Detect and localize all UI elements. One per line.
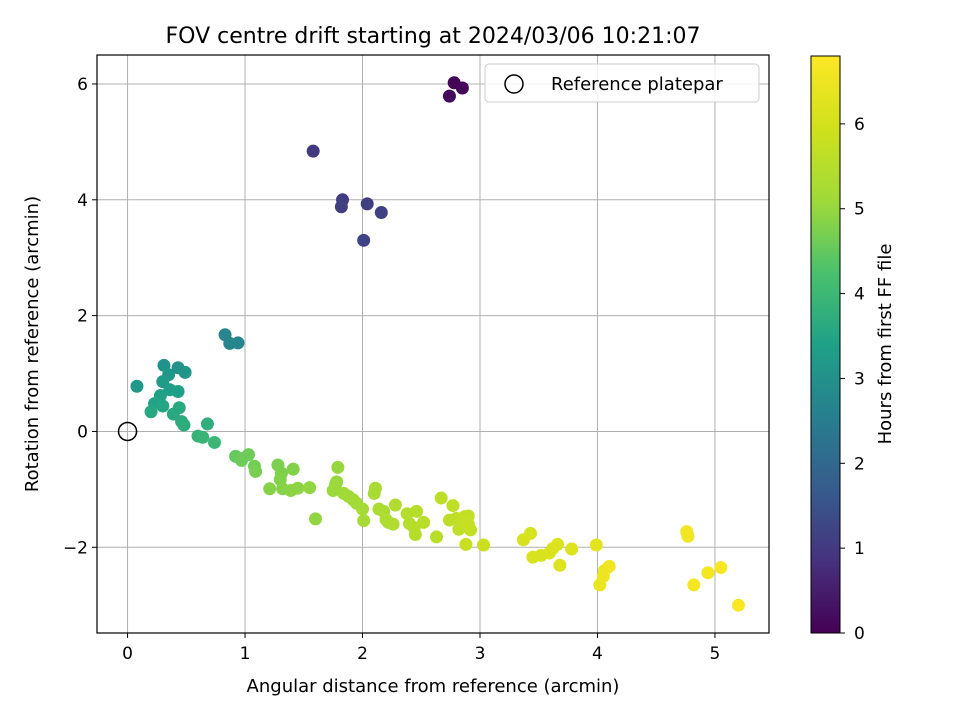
data-point bbox=[207, 435, 221, 449]
data-point bbox=[200, 417, 214, 431]
data-point bbox=[171, 384, 185, 398]
data-point bbox=[374, 206, 388, 220]
data-point bbox=[455, 81, 469, 95]
data-point bbox=[459, 537, 473, 551]
data-point bbox=[477, 538, 491, 552]
data-point bbox=[565, 542, 579, 556]
data-point bbox=[589, 538, 603, 552]
data-point bbox=[434, 491, 448, 505]
data-point bbox=[357, 514, 371, 528]
y-tick-label: 6 bbox=[77, 75, 88, 95]
x-tick-label: 5 bbox=[710, 644, 721, 664]
x-tick-label: 0 bbox=[122, 644, 133, 664]
data-point bbox=[464, 523, 478, 537]
data-point bbox=[553, 558, 567, 572]
x-axis-ticks: 0 1 2 3 4 5 bbox=[122, 633, 720, 664]
data-point bbox=[331, 460, 345, 474]
colorbar-tick-label: 5 bbox=[854, 200, 865, 220]
data-point bbox=[263, 482, 277, 496]
data-point bbox=[360, 197, 374, 211]
y-tick-label: 2 bbox=[77, 307, 88, 327]
data-point bbox=[408, 528, 422, 542]
x-tick-label: 3 bbox=[475, 644, 486, 664]
data-point bbox=[356, 502, 370, 516]
colorbar-tick-label: 4 bbox=[854, 285, 865, 305]
data-point bbox=[524, 526, 538, 540]
data-point bbox=[249, 464, 263, 478]
reference-platepar-marker bbox=[117, 421, 138, 442]
y-tick-label: 4 bbox=[77, 191, 88, 211]
data-point bbox=[417, 515, 431, 529]
data-point bbox=[178, 365, 192, 379]
data-point bbox=[309, 512, 323, 526]
chart-title: FOV centre drift starting at 2024/03/06 … bbox=[166, 24, 701, 49]
data-point bbox=[231, 336, 245, 350]
y-tick-label: −2 bbox=[63, 538, 88, 558]
y-tick-label: 0 bbox=[77, 422, 88, 442]
data-point bbox=[177, 418, 191, 432]
x-tick-label: 1 bbox=[240, 644, 251, 664]
data-point bbox=[602, 559, 616, 573]
legend-marker-icon bbox=[504, 74, 524, 94]
data-point bbox=[368, 481, 382, 495]
colorbar-tick-label: 3 bbox=[854, 369, 865, 389]
data-point bbox=[156, 399, 170, 413]
data-point bbox=[144, 405, 158, 419]
data-point bbox=[326, 484, 340, 498]
data-point bbox=[442, 89, 456, 103]
data-point bbox=[386, 517, 400, 531]
data-point bbox=[286, 462, 300, 476]
colorbar-tick-label: 2 bbox=[854, 454, 865, 474]
legend-entry-reference: Reference platepar bbox=[551, 74, 723, 95]
data-point bbox=[681, 529, 695, 543]
data-point bbox=[551, 537, 565, 551]
y-axis-label: Rotation from reference (arcmin) bbox=[22, 196, 43, 492]
data-point bbox=[334, 200, 348, 214]
data-point bbox=[687, 578, 701, 592]
colorbar-tick-label: 6 bbox=[854, 115, 865, 135]
colorbar-gradient bbox=[810, 55, 841, 634]
data-point bbox=[291, 481, 305, 495]
data-point bbox=[196, 430, 210, 444]
data-point bbox=[303, 481, 317, 495]
colorbar-ticks: 0 1 2 3 4 5 6 bbox=[840, 115, 865, 644]
data-point bbox=[410, 504, 424, 518]
data-point bbox=[714, 561, 728, 575]
colorbar-tick-label: 1 bbox=[854, 539, 865, 559]
colorbar-tick-label: 0 bbox=[854, 624, 865, 644]
data-point bbox=[306, 144, 320, 158]
x-tick-label: 4 bbox=[592, 644, 603, 664]
data-point bbox=[430, 530, 444, 544]
x-tick-label: 2 bbox=[357, 644, 368, 664]
data-point bbox=[701, 566, 715, 580]
data-point bbox=[388, 498, 402, 512]
data-point bbox=[166, 407, 180, 421]
data-points bbox=[130, 76, 745, 612]
colorbar-label: Hours from first FF file bbox=[875, 244, 896, 445]
grid-lines bbox=[97, 55, 769, 633]
x-axis-label: Angular distance from reference (arcmin) bbox=[247, 676, 620, 697]
legend-box bbox=[484, 63, 760, 103]
data-point bbox=[235, 453, 249, 467]
data-point bbox=[731, 598, 745, 612]
y-axis-ticks: −2 0 2 4 6 bbox=[63, 75, 97, 558]
data-point bbox=[446, 499, 460, 513]
data-point bbox=[130, 379, 144, 393]
legend: Reference platepar bbox=[484, 63, 760, 103]
data-point bbox=[357, 233, 371, 247]
colorbar: 0 1 2 3 4 5 6 Hours from first FF file bbox=[810, 55, 896, 644]
plot-area-frame bbox=[96, 54, 770, 634]
